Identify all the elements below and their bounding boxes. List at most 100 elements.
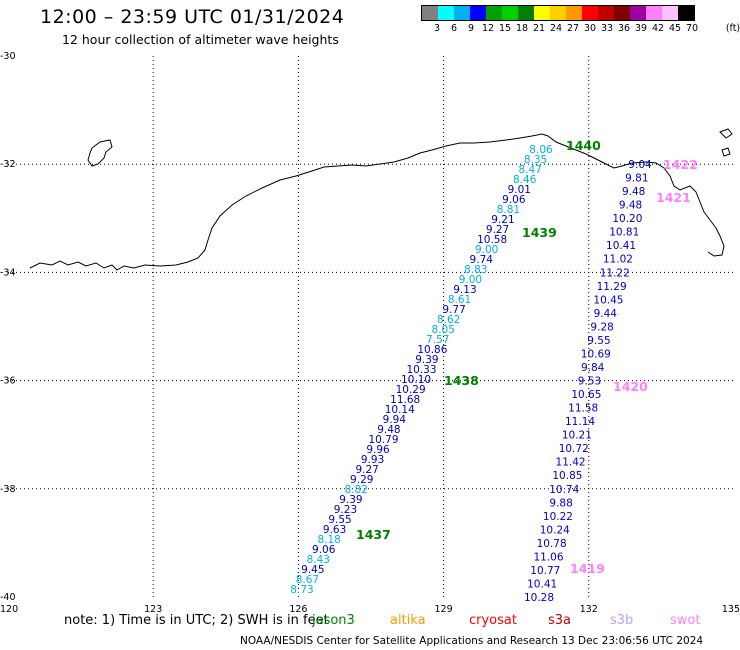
scale-label: 45 <box>668 23 682 34</box>
wave-height-value: 10.24 <box>540 524 570 536</box>
scale-label: 39 <box>634 23 648 34</box>
wave-height-value: 9.48 <box>377 424 400 436</box>
mission-cryosat: cryosat <box>469 613 517 628</box>
wave-height-value: 9.23 <box>334 504 357 516</box>
island <box>87 139 113 167</box>
wave-height-value: 10.85 <box>552 470 582 482</box>
wave-height-value: 9.00 <box>475 244 498 256</box>
scale-label: 27 <box>566 23 580 34</box>
wave-height-value: 8.06 <box>529 144 553 156</box>
scale-unit: (ft) <box>725 23 740 34</box>
wave-height-value: 9.55 <box>587 335 610 347</box>
scale-label: 70 <box>685 23 699 34</box>
scale-swatch <box>518 6 534 20</box>
wave-height-value: 8.47 <box>518 164 541 176</box>
scale-swatch <box>614 6 630 20</box>
scale-swatch <box>646 6 662 20</box>
wave-height-value: 8.46 <box>513 174 537 186</box>
footer-note: note: 1) Time is in UTC; 2) SWH is in fe… <box>64 613 329 628</box>
track2-values: 9.049.819.489.4810.2010.8110.4111.0211.2… <box>524 159 652 604</box>
wave-height-value: 9.39 <box>415 354 438 366</box>
wave-height-value: 11.42 <box>556 457 586 469</box>
wave-height-value: 9.27 <box>355 464 378 476</box>
color-scale-legend: 3 6 9 12 15 18 21 24 27 30 33 36 39 42 45 70 (ft) <box>421 5 740 35</box>
wave-height-value: 11.06 <box>533 551 563 563</box>
wave-height-value: 8.35 <box>524 154 547 166</box>
lat-tick-label: -36 <box>0 376 16 387</box>
wave-height-value: 9.39 <box>339 494 362 506</box>
mission-s3b: s3b <box>610 613 634 628</box>
track-time-labels: 1440 1439 1438 1437 1422 1421 1420 1419 <box>356 138 698 576</box>
wave-height-value: 10.28 <box>524 592 554 604</box>
wave-height-value: 8.83 <box>464 264 487 276</box>
wave-height-value: 9.81 <box>625 173 648 185</box>
wave-height-value: 9.84 <box>581 362 605 374</box>
lon-tick-label: 123 <box>144 604 162 615</box>
map-grid: 120 123 126 129 132 135 -30 -32 -34 -36 -38 -40 <box>0 51 740 615</box>
wave-height-value: 10.14 <box>385 404 415 416</box>
wave-height-value: 10.72 <box>559 443 589 455</box>
wave-height-value: 10.41 <box>527 578 557 590</box>
wave-height-value: 10.22 <box>543 511 573 523</box>
lat-tick-label: -38 <box>0 484 16 495</box>
scale-swatch <box>486 6 502 20</box>
wave-height-value: 10.74 <box>549 484 579 496</box>
scale-swatch <box>422 6 438 20</box>
wave-height-value: 9.29 <box>350 474 373 486</box>
mission-s3a: s3a <box>548 613 572 628</box>
track-time-label: 1440 <box>566 138 601 153</box>
wave-height-value: 10.45 <box>593 294 623 306</box>
wave-height-value: 9.77 <box>442 304 465 316</box>
wave-height-value: 9.27 <box>486 224 509 236</box>
scale-label: 30 <box>583 23 597 34</box>
wave-height-value: 9.48 <box>622 186 645 198</box>
track-time-label: 1421 <box>656 190 691 205</box>
island-small <box>719 128 733 139</box>
lat-tick-label: -32 <box>0 159 16 170</box>
lat-tick-label: -30 <box>0 51 16 62</box>
scale-swatch <box>454 6 470 20</box>
track-time-label: 1420 <box>613 379 648 394</box>
wave-height-value: 8.62 <box>437 314 460 326</box>
wave-height-value: 10.29 <box>396 384 426 396</box>
wave-height-value: 10.77 <box>530 565 560 577</box>
wave-height-value: 10.78 <box>537 538 567 550</box>
wave-height-value: 11.02 <box>603 254 633 266</box>
mission-swot: swot <box>670 613 701 628</box>
wave-height-value: 11.14 <box>565 416 595 428</box>
track1-values: 8.068.358.478.469.019.068.819.219.2710.5… <box>290 144 553 596</box>
wave-height-value: 9.04 <box>628 159 652 171</box>
wave-height-value: 11.68 <box>390 394 420 406</box>
scale-label: 3 <box>433 23 441 34</box>
scale-label: 18 <box>515 23 529 34</box>
wave-height-value: 8.43 <box>307 554 330 566</box>
wave-height-value: 9.28 <box>590 321 613 333</box>
wave-height-value: 10.41 <box>606 240 636 252</box>
scale-swatch <box>662 6 678 20</box>
footer-credit: NOAA/NESDIS Center for Satellite Applica… <box>240 635 704 647</box>
scale-swatch <box>470 6 486 20</box>
wave-height-value: 11.58 <box>568 403 598 415</box>
scale-swatch <box>678 6 694 20</box>
track-time-label: 1438 <box>444 373 479 388</box>
mission-jason3: jason3 <box>312 613 355 628</box>
scale-label: 36 <box>617 23 631 34</box>
track-time-label: 1422 <box>663 157 698 172</box>
track-time-label: 1439 <box>522 225 557 240</box>
wave-height-value: 9.44 <box>594 308 618 320</box>
color-scale-bar <box>421 5 695 21</box>
wave-height-value: 9.21 <box>491 214 514 226</box>
scale-swatch <box>534 6 550 20</box>
wave-height-value: 9.55 <box>328 514 351 526</box>
lat-tick-label: -34 <box>0 267 16 278</box>
scale-swatch <box>502 6 518 20</box>
wave-height-value: 8.61 <box>448 294 471 306</box>
scale-label: 33 <box>600 23 614 34</box>
wave-height-value: 9.06 <box>502 194 526 206</box>
wave-height-value: 8.73 <box>290 584 313 596</box>
wave-height-value: 9.45 <box>301 564 324 576</box>
lon-tick-label: 135 <box>722 604 740 615</box>
wave-height-value: 10.79 <box>368 434 398 446</box>
lon-tick-label: 129 <box>435 604 453 615</box>
